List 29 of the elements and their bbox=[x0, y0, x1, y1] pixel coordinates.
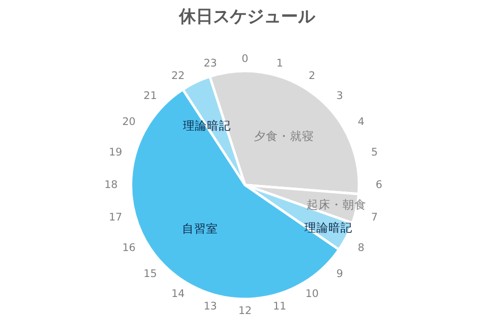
text: 16 bbox=[122, 242, 136, 254]
text: 12 bbox=[238, 305, 252, 317]
text: 9 bbox=[336, 268, 344, 280]
slice-label: 起床・朝食 bbox=[306, 197, 366, 212]
text: 1 bbox=[276, 57, 284, 70]
text: 3 bbox=[336, 90, 344, 102]
text: 10 bbox=[305, 288, 319, 300]
slice-label: 理論暗記 bbox=[304, 220, 352, 234]
text: 22 bbox=[171, 70, 185, 82]
text: 17 bbox=[108, 212, 122, 224]
text: 18 bbox=[104, 179, 118, 191]
text: 20 bbox=[122, 116, 136, 128]
text: 13 bbox=[204, 300, 218, 313]
slice-label: 夕食・就寝 bbox=[254, 128, 314, 143]
text: 11 bbox=[272, 300, 286, 313]
text: 4 bbox=[358, 116, 365, 128]
text: 14 bbox=[171, 288, 185, 300]
text: 5 bbox=[371, 146, 378, 158]
text: 2 bbox=[308, 70, 316, 82]
text: 6 bbox=[376, 179, 383, 191]
slice-label: 自習室 bbox=[182, 222, 218, 236]
text: 19 bbox=[108, 146, 122, 158]
text: 7 bbox=[371, 212, 378, 224]
text: 0 bbox=[242, 53, 248, 65]
text: 21 bbox=[144, 90, 157, 102]
text: 8 bbox=[358, 242, 364, 254]
chart-title: 休日スケジュール bbox=[178, 7, 316, 27]
text: 15 bbox=[144, 268, 157, 280]
text: 23 bbox=[204, 57, 218, 70]
